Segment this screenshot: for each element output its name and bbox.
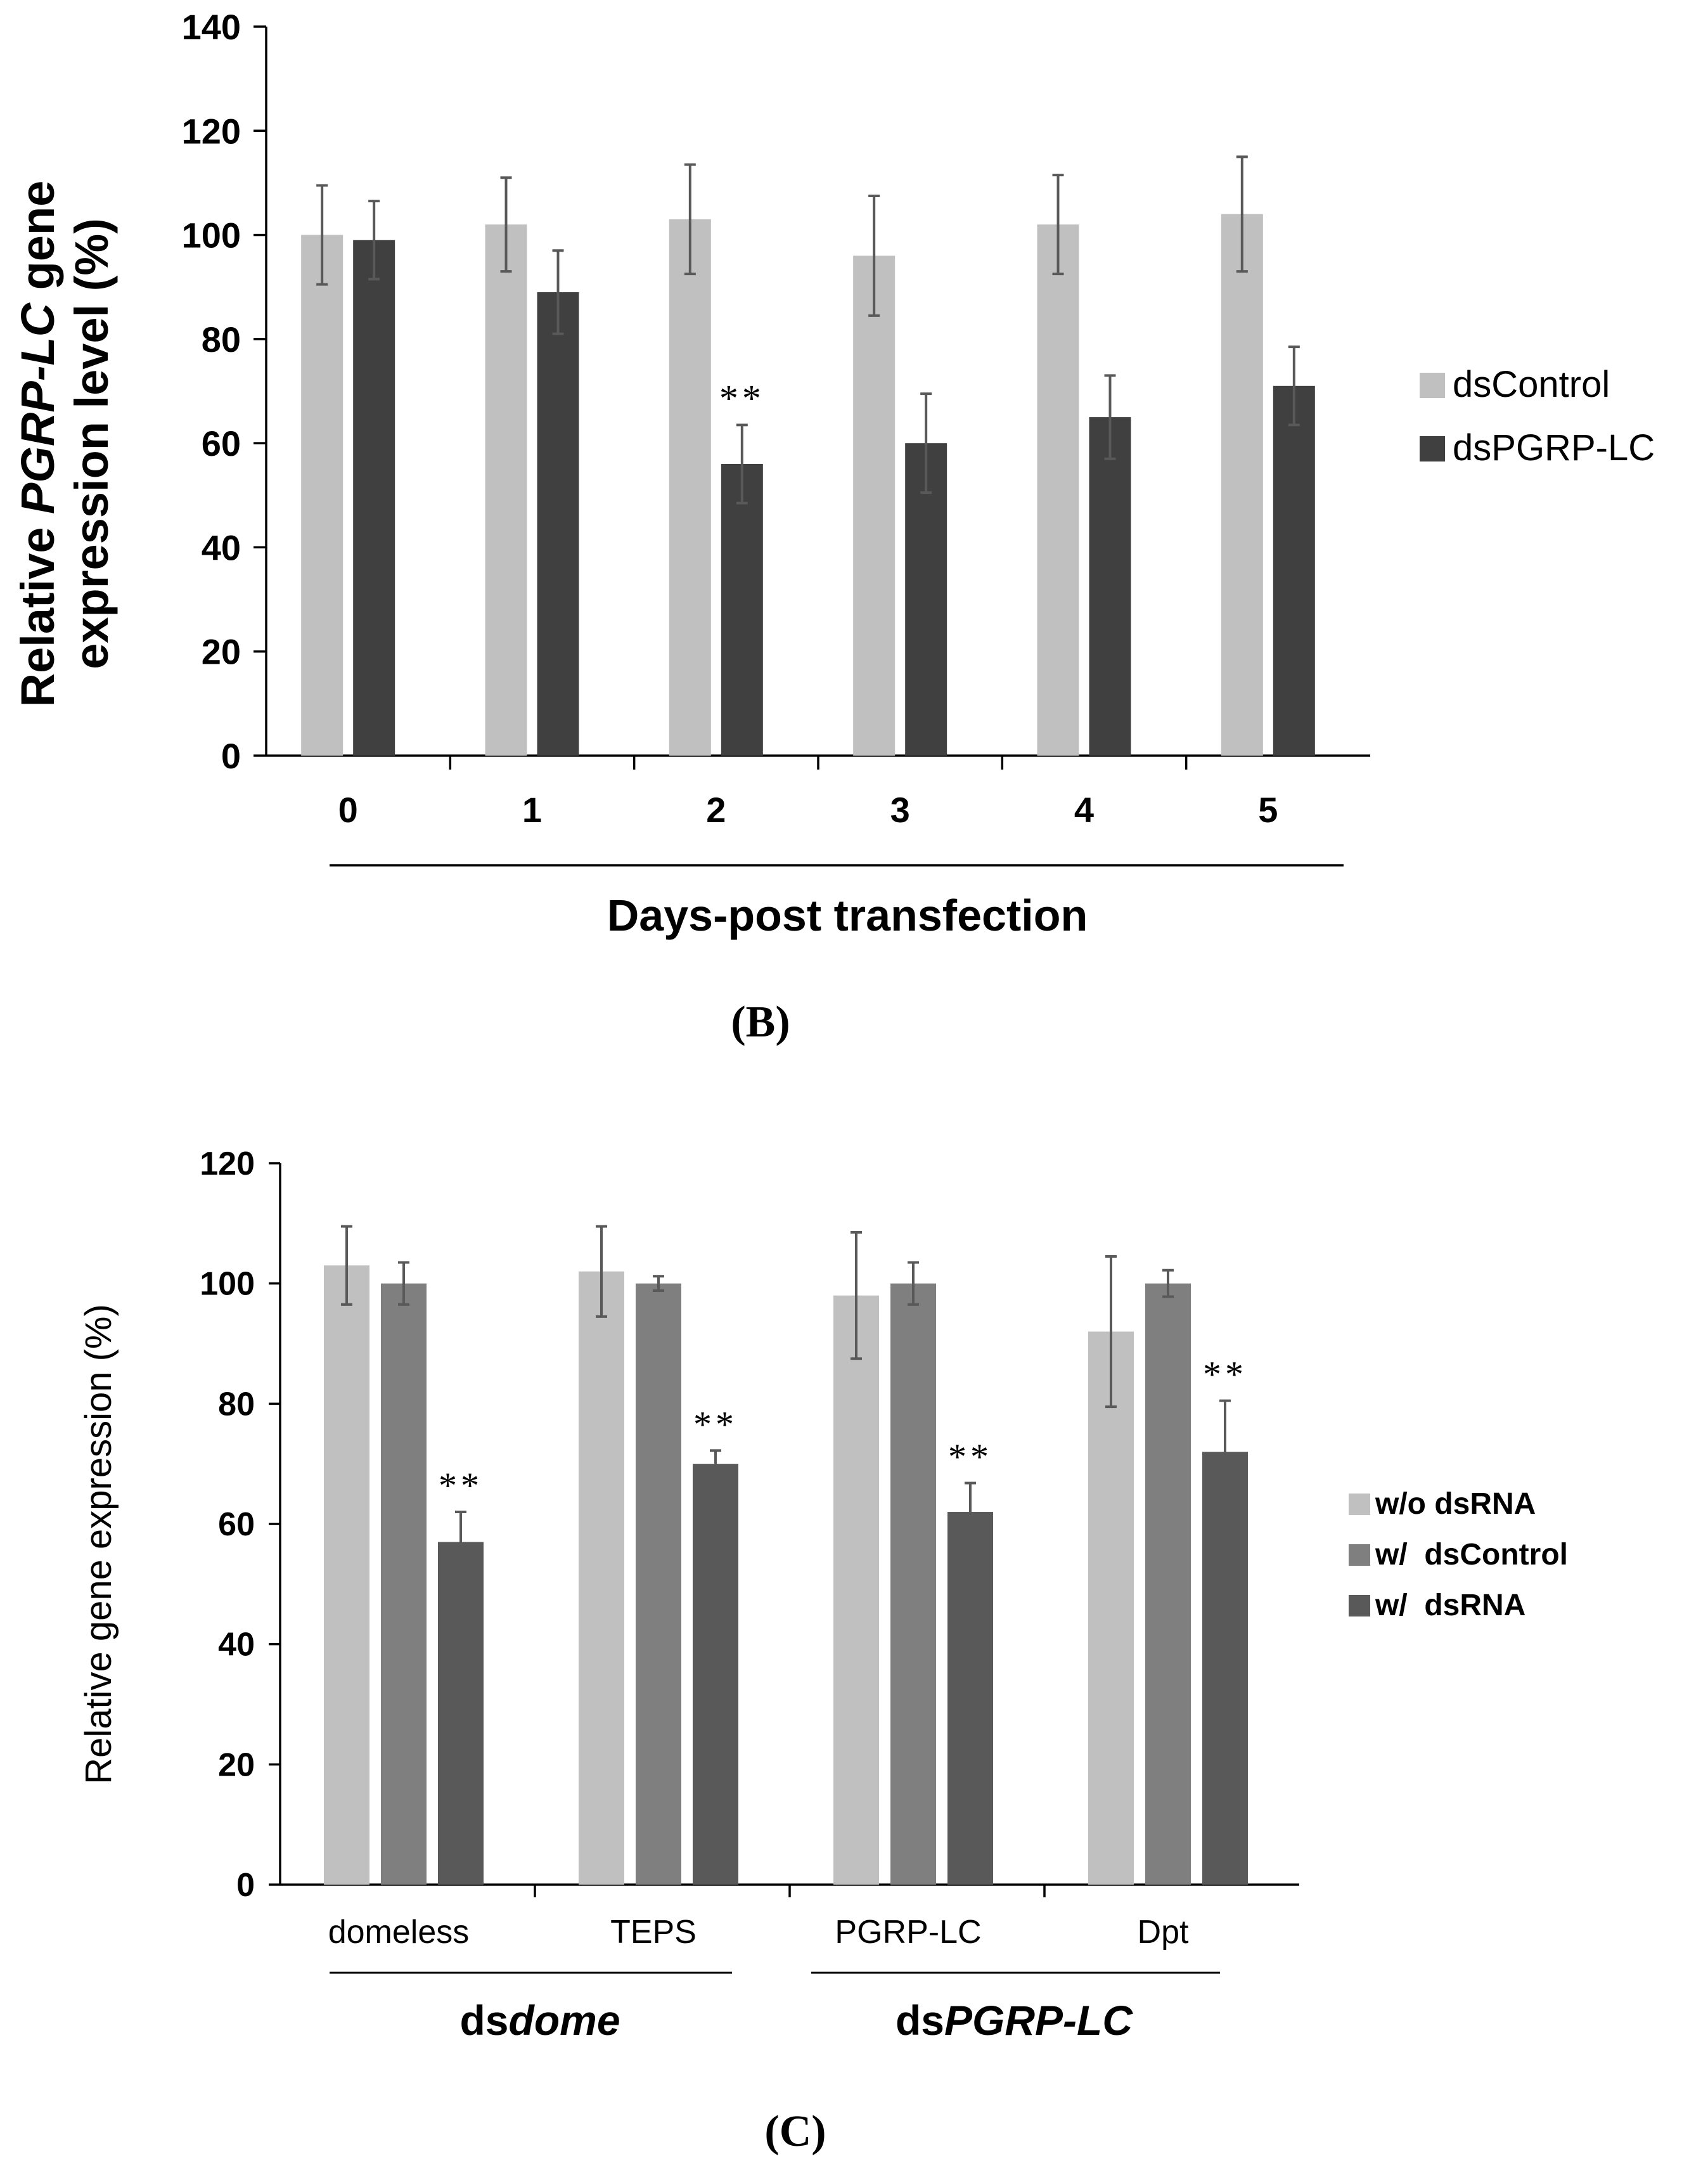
chart-b-bar — [485, 224, 527, 756]
chart-b-legend-label: dsControl — [1453, 364, 1610, 405]
chart-c-ytick-label: 0 — [236, 1867, 255, 1904]
chart-b-legend-swatch — [1420, 373, 1445, 398]
chart-b-bar — [721, 464, 763, 756]
chart-c-bars: ** ** ** ** — [324, 1225, 1248, 1885]
chart-b-xlabel: Days-post transfection — [607, 891, 1088, 940]
chart-c-xtick-label: TEPS — [610, 1914, 697, 1951]
chart-b-bar — [905, 443, 947, 756]
chart-b-ytick-label: 20 — [202, 632, 241, 672]
chart-c-ytick-label: 60 — [218, 1506, 255, 1543]
chart-b-ytick-label: 60 — [202, 423, 241, 463]
chart-b-bar — [1273, 385, 1315, 756]
chart-b-axes: 0 20 40 60 80 100 120 140 0 1 2 3 4 5 — [182, 7, 1370, 830]
chart-c-bar — [833, 1295, 879, 1885]
chart-c-ytick-label: 80 — [218, 1386, 255, 1423]
chart-c-legend-label: w/o dsRNA — [1375, 1487, 1536, 1521]
chart-b-ytick-label: 40 — [202, 527, 241, 567]
chart-c-bar — [693, 1464, 738, 1885]
chart-c-bar — [636, 1283, 681, 1885]
chart-c-ytick-label: 40 — [218, 1627, 255, 1663]
chart-b-bar — [301, 235, 344, 756]
chart-b-bars: ** — [301, 155, 1315, 756]
chart-b-xtick-label: 1 — [522, 790, 542, 830]
chart-c-bar — [324, 1265, 369, 1885]
chart-b-bar — [1037, 224, 1079, 756]
chart-c-legend-swatch — [1349, 1595, 1370, 1616]
chart-c-ylabel: Relative gene expression (%) — [78, 1304, 119, 1784]
chart-b-xtick-label: 4 — [1074, 790, 1094, 830]
chart-c-legend-swatch — [1349, 1494, 1370, 1515]
chart-c-xtick-label: Dpt — [1138, 1914, 1189, 1951]
chart-c-legend: w/o dsRNA w/ dsControl w/ dsRNA — [1349, 1487, 1568, 1622]
chart-b-bar — [353, 240, 395, 756]
chart-c-bar — [1088, 1331, 1134, 1885]
chart-b-xtick-label: 0 — [338, 790, 358, 830]
chart-b-legend: dsControl dsPGRP-LC — [1420, 364, 1655, 468]
chart-b-xtick-label: 2 — [706, 790, 726, 830]
chart-b-significance: ** — [719, 377, 765, 419]
chart-b-ytick-label: 0 — [221, 736, 241, 776]
panel-b-label: (B) — [731, 998, 790, 1047]
chart-c-group-label-pgrp: dsPGRP-LC — [896, 1997, 1133, 2044]
chart-c-legend-label: w/ dsRNA — [1375, 1589, 1525, 1622]
chart-b-ytick-label: 100 — [182, 216, 241, 255]
chart-b-legend-label: dsPGRP-LC — [1453, 427, 1655, 468]
chart-c: Relative gene expression (%) 0 20 40 60 80 10… — [78, 1145, 1568, 2156]
chart-c-group-label-dome: dsdome — [459, 1997, 620, 2044]
chart-c-bar — [438, 1542, 484, 1885]
chart-c-legend-swatch — [1349, 1544, 1370, 1566]
chart-b-ytick-label: 120 — [182, 111, 241, 151]
chart-b-xtick-label: 3 — [890, 790, 910, 830]
chart-b-ytick-label: 140 — [182, 7, 241, 47]
chart-c-bar — [381, 1283, 427, 1885]
chart-b-ylabel-line1: Relative PGRP-LC gene — [11, 181, 64, 707]
chart-b-bar — [669, 219, 711, 756]
chart-c-bar — [579, 1271, 624, 1885]
chart-c-bar — [947, 1512, 993, 1885]
chart-c-significance: ** — [439, 1465, 483, 1506]
chart-c-ytick-label: 20 — [218, 1746, 255, 1783]
chart-c-significance: ** — [693, 1403, 738, 1445]
chart-b-legend-swatch — [1420, 436, 1445, 461]
chart-b-xtick-label: 5 — [1258, 790, 1278, 830]
chart-c-xtick-label: PGRP-LC — [835, 1914, 981, 1951]
chart-c-significance: ** — [948, 1436, 992, 1478]
chart-c-xtick-label: domeless — [328, 1914, 470, 1951]
chart-b-ylabel-line2: expression level (%) — [65, 218, 118, 669]
chart-b-bar — [853, 255, 896, 756]
chart-b-bar — [537, 292, 579, 756]
chart-c-legend-label: w/ dsControl — [1375, 1538, 1568, 1571]
chart-b: Relative PGRP-LC gene expression level (… — [11, 7, 1655, 1047]
chart-c-ytick-label: 120 — [200, 1145, 255, 1182]
chart-b-ytick-label: 80 — [202, 319, 241, 359]
chart-c-bar — [890, 1283, 936, 1885]
panel-c-label: (C) — [764, 2107, 826, 2156]
chart-c-significance: ** — [1203, 1354, 1247, 1395]
chart-c-bar — [1202, 1452, 1248, 1885]
chart-c-ytick-label: 100 — [200, 1266, 255, 1303]
chart-c-bar — [1145, 1283, 1191, 1885]
chart-b-bar — [1089, 417, 1131, 756]
chart-b-bar — [1221, 214, 1263, 756]
